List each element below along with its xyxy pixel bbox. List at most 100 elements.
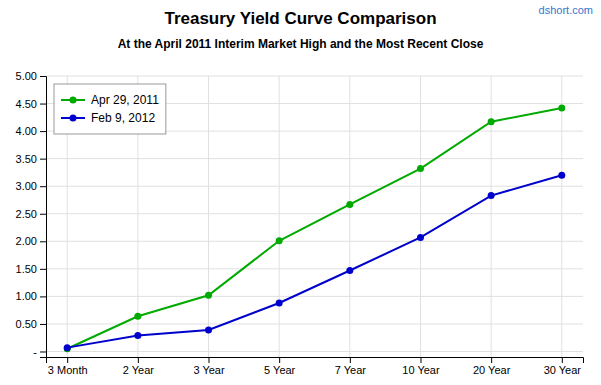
series-point (558, 104, 565, 111)
tick-mark (279, 357, 280, 363)
x-tick: 10 Year (402, 357, 440, 376)
chart: Treasury Yield Curve Comparison At the Ap… (0, 0, 601, 385)
y-tick: 5.00 (16, 70, 46, 82)
grid-line (46, 268, 583, 269)
watermark: dshort.com (539, 4, 593, 16)
grid-line (46, 351, 583, 352)
legend-label: Feb 9, 2012 (91, 111, 155, 125)
tick-mark (67, 357, 68, 363)
tick-label: 4.00 (16, 125, 37, 137)
grid-line (46, 323, 583, 324)
tick-label: 4.50 (16, 98, 37, 110)
x-tick: 3 Year (193, 357, 225, 376)
series-point (205, 292, 212, 299)
series-point (276, 300, 283, 307)
subtitle: At the April 2011 Interim Market High an… (118, 37, 484, 51)
grid-line (420, 76, 421, 357)
x-tick: 7 Year (335, 357, 367, 376)
legend-swatch (70, 115, 77, 122)
x-tick: 30 Year (544, 357, 582, 376)
tick-mark (40, 351, 46, 352)
title: Treasury Yield Curve Comparison (164, 9, 436, 28)
grid-line (46, 76, 583, 77)
y-tick: 1.00 (16, 290, 46, 302)
series-point (417, 234, 424, 241)
tick-mark (350, 357, 351, 363)
grid-line (491, 76, 492, 357)
series-point (346, 267, 353, 274)
tick-label: 1.50 (16, 263, 37, 275)
axis-line (47, 358, 584, 364)
legend-label: Apr 29, 2011 (91, 93, 159, 107)
legend: Apr 29, 2011 Feb 9, 2012 (54, 84, 166, 134)
tick-mark (40, 159, 46, 160)
grid-line (46, 241, 583, 242)
series-point (558, 172, 565, 179)
legend-box (54, 84, 166, 134)
tick-mark (40, 214, 46, 215)
tick-mark (562, 357, 563, 363)
y-tick: 2.00 (16, 235, 46, 247)
plot-area (64, 104, 566, 352)
tick-mark (138, 357, 139, 363)
grid (46, 76, 583, 357)
grid-line (46, 158, 583, 159)
y-tick: 4.50 (16, 98, 46, 110)
grid-line (279, 76, 280, 357)
y-tick: 0.50 (16, 318, 46, 330)
y-tick: 2.50 (16, 208, 46, 220)
tick-label: 2.00 (16, 235, 37, 247)
tick-label: 7 Year (335, 364, 367, 376)
series-line (67, 175, 562, 347)
series-line (67, 108, 562, 349)
x-tick: 20 Year (473, 357, 511, 376)
tick-label: 0.50 (16, 318, 37, 330)
tick-label: 5.00 (16, 70, 37, 82)
tick-label: 1.00 (16, 290, 37, 302)
tick-label: 20 Year (473, 364, 511, 376)
legend-swatch (70, 97, 77, 104)
series-point (134, 313, 141, 320)
grid-line (561, 76, 562, 357)
tick-label: 2.50 (16, 208, 37, 220)
tick-mark (40, 131, 46, 132)
tick-mark (420, 357, 421, 363)
x-axis: 3 Month 2 Year 3 Year 5 Year 7 Year 10 Year 20… (47, 357, 584, 376)
tick-label: - (33, 346, 37, 358)
grid-line (208, 76, 209, 357)
tick-mark (40, 296, 46, 297)
tick-mark (209, 357, 210, 363)
x-tick: 2 Year (123, 357, 155, 376)
y-tick: 1.50 (16, 263, 46, 275)
tick-label: 3 Year (193, 364, 225, 376)
grid-line (46, 213, 583, 214)
tick-mark (40, 269, 46, 270)
tick-mark (491, 357, 492, 363)
series-point (346, 201, 353, 208)
tick-label: 3.00 (16, 180, 37, 192)
tick-mark (40, 324, 46, 325)
series-point (276, 237, 283, 244)
tick-label: 30 Year (544, 364, 582, 376)
tick-label: 3.50 (16, 153, 37, 165)
series-point (488, 192, 495, 199)
tick-mark (40, 241, 46, 242)
x-tick: 3 Month (48, 357, 88, 376)
axis-line (40, 77, 47, 358)
tick-mark (40, 186, 46, 187)
y-tick: 4.00 (16, 125, 46, 137)
tick-label: 2 Year (123, 364, 155, 376)
y-tick: - (33, 346, 46, 358)
tick-label: 10 Year (402, 364, 440, 376)
series-point (134, 332, 141, 339)
tick-label: 5 Year (264, 364, 296, 376)
y-tick: 3.00 (16, 180, 46, 192)
tick-mark (40, 76, 46, 77)
grid-line (349, 76, 350, 357)
series-point (205, 327, 212, 334)
grid-line (46, 186, 583, 187)
grid-line (46, 296, 583, 297)
series-point (488, 118, 495, 125)
series-point (417, 165, 424, 172)
y-axis: - 0.50 1.00 1.50 2.00 2.50 3.00 3.50 4.00 4.50 5.0… (16, 70, 47, 357)
